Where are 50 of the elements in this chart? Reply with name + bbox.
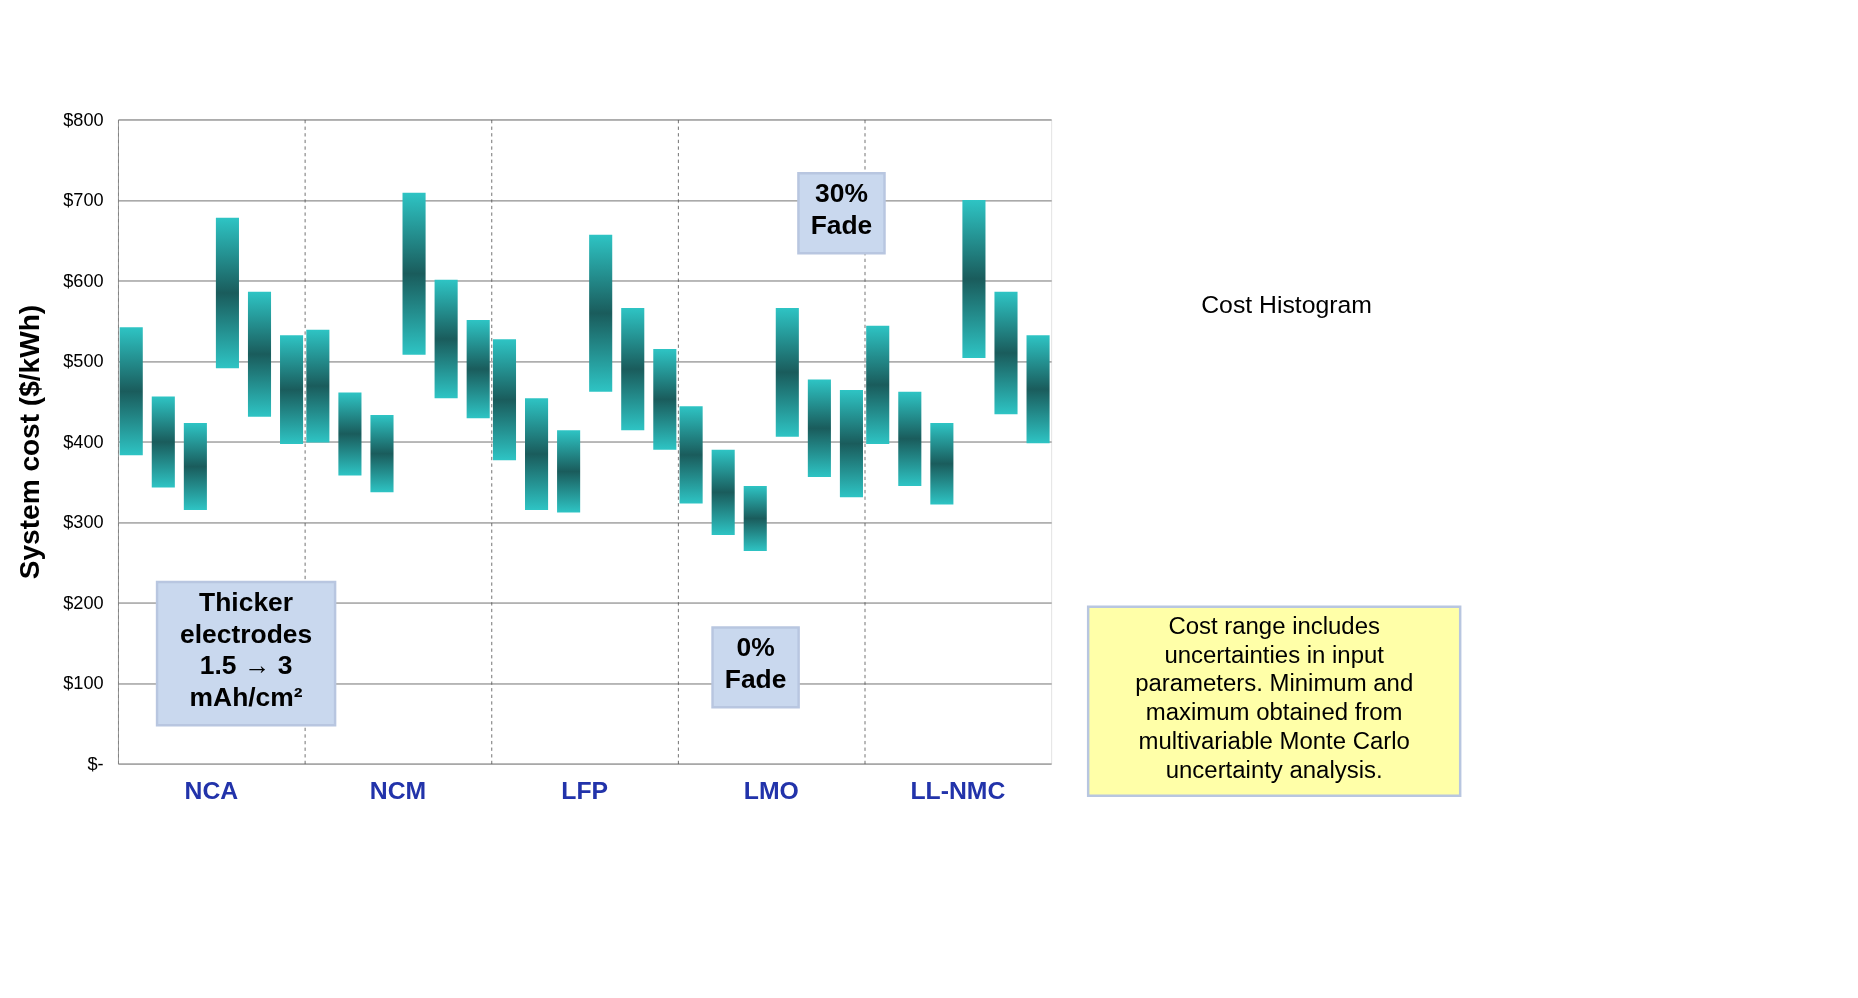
x-tick-label: LMO	[743, 776, 799, 804]
bar	[807, 379, 831, 478]
bar	[743, 485, 767, 552]
bar	[151, 396, 175, 488]
annotation: 0% Fade	[724, 632, 787, 695]
x-tick-label: LFP	[561, 776, 609, 804]
bar	[621, 307, 645, 431]
bar	[930, 423, 954, 505]
y-tick-label: $400	[63, 431, 104, 452]
bar	[589, 234, 613, 392]
text: Cost range includes uncertainties in input parameters. Minimum and maximum obtained from multivariable Monte Carlo uncertainty analysis.	[1135, 612, 1414, 783]
bar	[466, 320, 490, 419]
bar	[247, 291, 272, 417]
bar	[119, 327, 143, 456]
bar	[525, 398, 549, 511]
bar	[434, 279, 458, 399]
y-axis-title: System cost ($/kWh)	[14, 304, 46, 580]
bar	[306, 329, 330, 443]
y-tick-label: $600	[63, 270, 104, 291]
x-tick-label: NCM	[369, 776, 427, 804]
x-tick-label: NCA	[184, 776, 239, 804]
bar	[338, 392, 362, 476]
bar	[215, 217, 239, 369]
y-tick-label: $800	[63, 109, 104, 130]
y-tick-label: $100	[63, 673, 104, 694]
bar	[711, 449, 735, 536]
bar	[370, 415, 394, 493]
bar	[839, 390, 863, 498]
bar	[866, 325, 890, 445]
bar	[653, 349, 677, 450]
y-tick-label: $200	[63, 592, 104, 613]
annotation: Thicker electrodes 1.5 → 3 mAh/cm²	[180, 586, 313, 713]
x-tick-label: LL-NMC	[910, 776, 1006, 804]
annotation: 30% Fade	[810, 178, 873, 240]
bar	[962, 200, 986, 358]
bar	[898, 391, 922, 486]
bar	[679, 406, 703, 504]
y-tick-label: $700	[63, 190, 104, 211]
bar	[994, 291, 1018, 415]
text: Cost Histogram	[1201, 290, 1372, 318]
bar	[492, 339, 517, 461]
bar	[775, 307, 799, 437]
bar	[1026, 335, 1050, 444]
bar	[402, 192, 426, 355]
bar	[183, 423, 207, 511]
bar	[557, 430, 581, 513]
bar	[280, 335, 304, 445]
y-tick-label: $500	[63, 351, 104, 372]
y-tick-label: $300	[63, 512, 104, 533]
y-tick-label: $-	[87, 753, 104, 774]
